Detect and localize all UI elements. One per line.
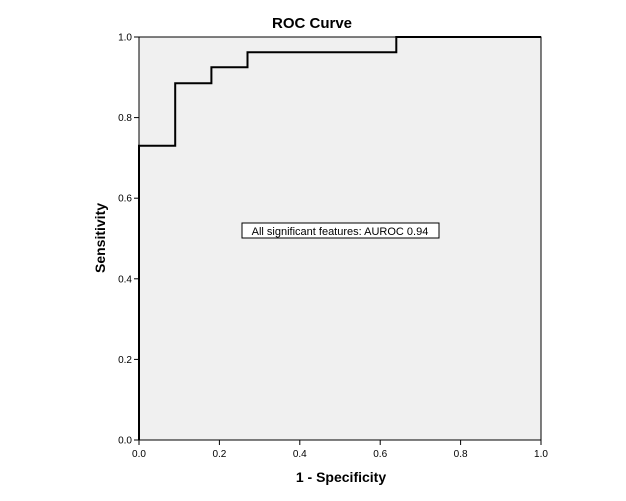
x-axis-label: 1 - Specificity: [296, 469, 386, 485]
y-tick-label: 0.2: [118, 355, 132, 366]
annotation-text: All significant features: AUROC 0.94: [252, 226, 429, 238]
y-axis: 0.0 0.2 0.4 0.6 0.8 1.0: [118, 33, 139, 447]
chart-title: ROC Curve: [272, 15, 352, 32]
y-tick-label: 0.8: [118, 113, 132, 124]
y-axis-label: Sensitivity: [92, 203, 108, 273]
annotation-box: [241, 222, 440, 239]
x-axis: 0.0 0.2 0.4 0.6 0.8 1.0: [132, 440, 548, 460]
x-tick-label: 1.0: [534, 449, 548, 460]
x-tick-label: 0.0: [132, 449, 146, 460]
y-tick-label: 0.0: [118, 436, 132, 447]
y-tick-label: 0.4: [118, 274, 132, 285]
roc-curve-line: [138, 36, 541, 440]
x-tick-label: 0.4: [293, 449, 307, 460]
x-tick-label: 0.6: [373, 449, 387, 460]
y-tick-label: 0.6: [118, 194, 132, 205]
x-tick-label: 0.2: [212, 449, 226, 460]
x-tick-label: 0.8: [454, 449, 468, 460]
y-tick-label: 1.0: [118, 33, 132, 44]
